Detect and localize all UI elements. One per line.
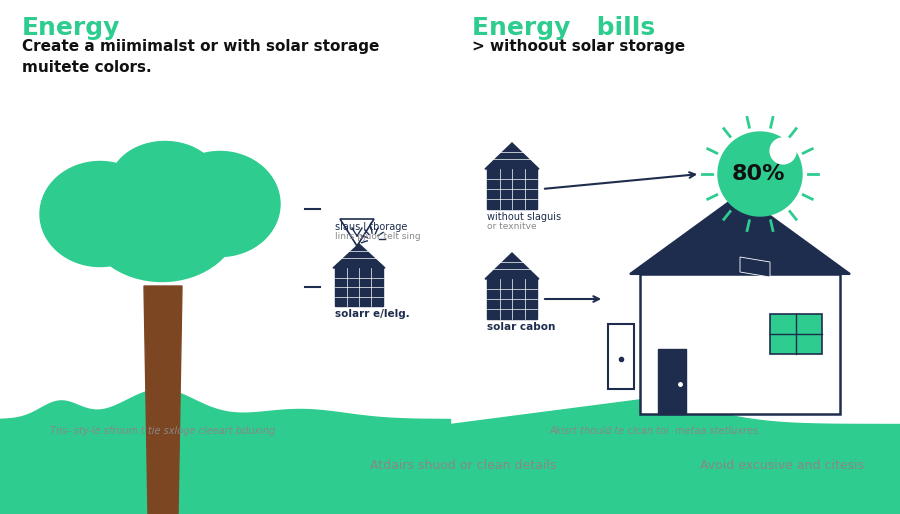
Text: Avoid excusive and citesis: Avoid excusive and citesis [700,459,864,472]
Polygon shape [630,194,850,274]
Polygon shape [485,143,539,169]
Circle shape [770,138,796,164]
Text: Akisrt thould te clcan toi  metaa stetluxres.: Akisrt thould te clcan toi metaa stetlux… [550,426,762,436]
Text: Atdairs shuod or clean details: Atdairs shuod or clean details [370,459,556,472]
Ellipse shape [110,141,220,227]
Bar [658,349,686,414]
Bar [487,279,537,319]
Text: Tns- sty-le sfroum t tie sxloge cleeart bduxing: Tns- sty-le sfroum t tie sxloge cleeart … [50,426,275,436]
Polygon shape [333,244,385,268]
Text: slaus l tborage: slaus l tborage [335,222,408,232]
Text: Energy   bills: Energy bills [472,16,655,40]
Ellipse shape [85,156,239,282]
Circle shape [718,132,802,216]
Text: Guidelines:: Guidelines: [22,459,119,474]
Text: Create a miimimalst or with solar storage
muitete colors.: Create a miimimalst or with solar storag… [22,39,380,75]
Bar [487,169,537,209]
Ellipse shape [160,152,280,256]
Bar [335,268,383,306]
Text: Energy: Energy [22,16,121,40]
Text: linrs pjuor telt sing: linrs pjuor telt sing [335,232,420,241]
Polygon shape [740,257,770,277]
Polygon shape [485,253,539,279]
Text: or texnitve: or texnitve [487,222,536,231]
Text: without slaguis: without slaguis [487,212,561,222]
Text: 80%: 80% [731,164,785,184]
Ellipse shape [40,161,160,266]
Polygon shape [144,286,182,514]
Bar [640,274,840,414]
Text: solarr e/lelg.: solarr e/lelg. [335,309,410,319]
Bar [770,314,822,354]
Text: > withoout solar storage: > withoout solar storage [472,39,685,54]
Text: solar cabon: solar cabon [487,322,555,332]
Bar [608,324,634,389]
